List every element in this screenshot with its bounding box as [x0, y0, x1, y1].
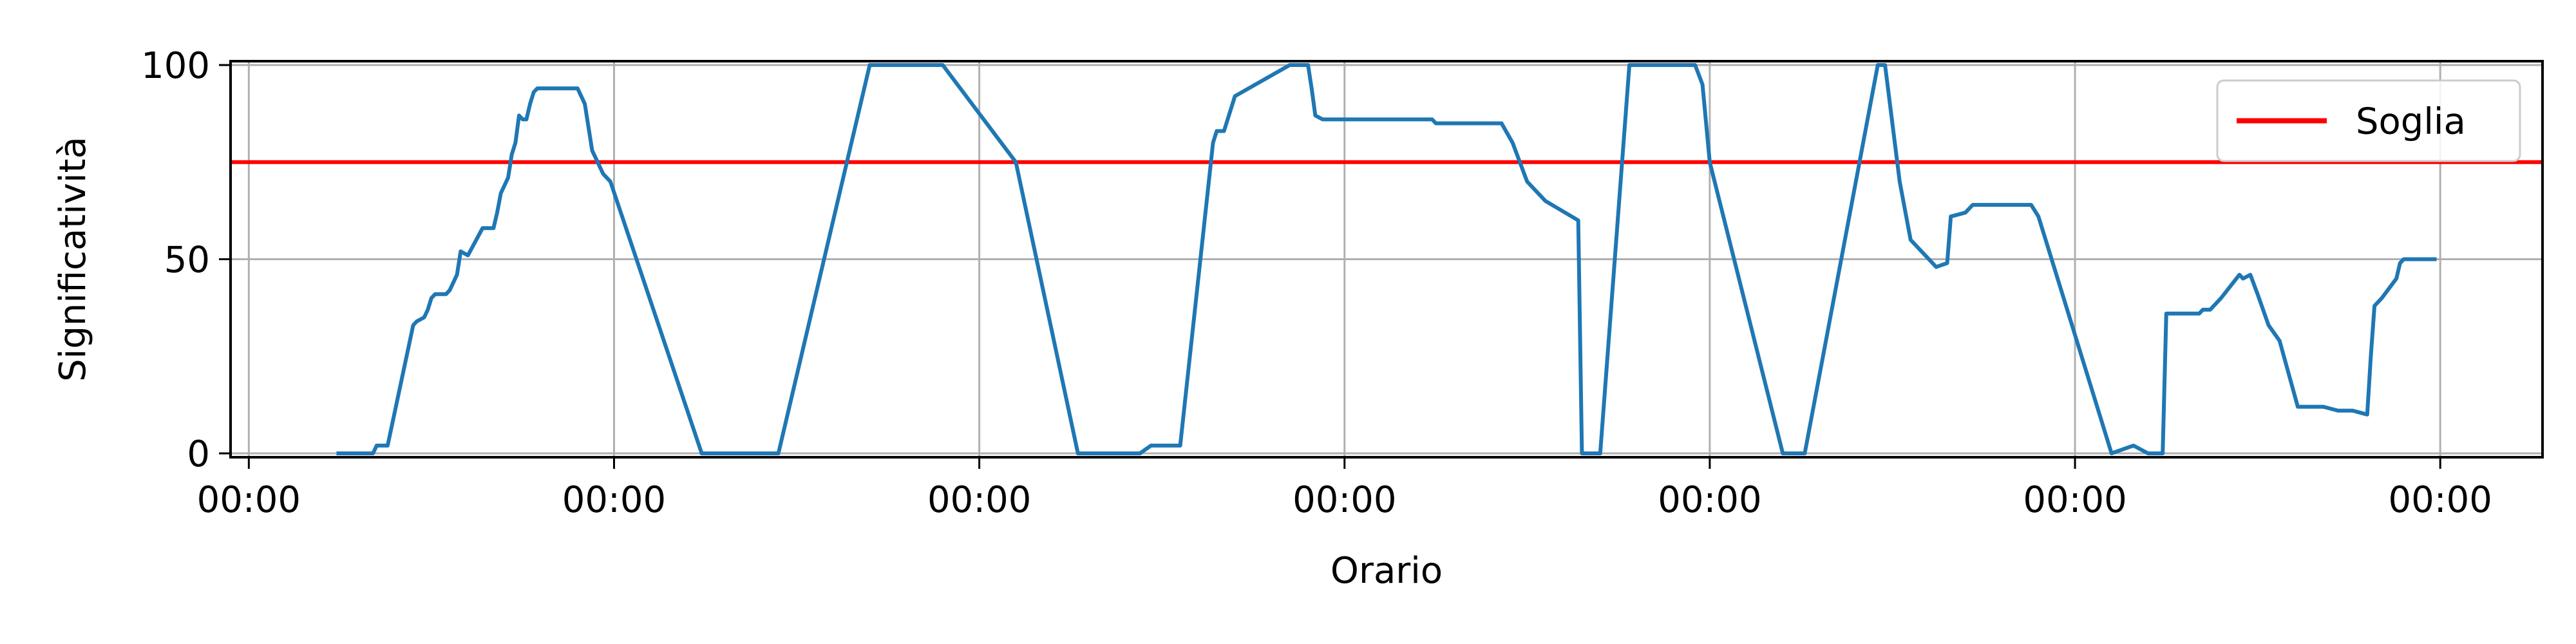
y-tick-label: 50 [164, 240, 210, 281]
x-tick-label: 00:00 [562, 479, 666, 521]
series-layer [336, 63, 2437, 455]
y-axis-label: Significatività [52, 137, 94, 382]
x-tick-label: 00:00 [2389, 479, 2492, 521]
x-tick-label: 00:00 [927, 479, 1031, 521]
legend: Soglia [2216, 79, 2521, 162]
x-tick-label: 00:00 [197, 479, 301, 521]
y-tick-label: 100 [141, 45, 210, 87]
legend-label-soglia: Soglia [2356, 101, 2466, 143]
y-tick-label: 0 [187, 433, 210, 475]
x-tick-label: 00:00 [2023, 479, 2126, 521]
legend-box [2216, 79, 2521, 162]
x-axis-label: Orario [1331, 550, 1443, 592]
ticks: 00:00 00:00 00:00 00:00 00:00 00:00 00:0005010… [141, 45, 2492, 521]
x-tick-label: 00:00 [1658, 479, 1761, 521]
series-line-0 [336, 63, 2437, 455]
x-tick-label: 00:00 [1293, 479, 1396, 521]
